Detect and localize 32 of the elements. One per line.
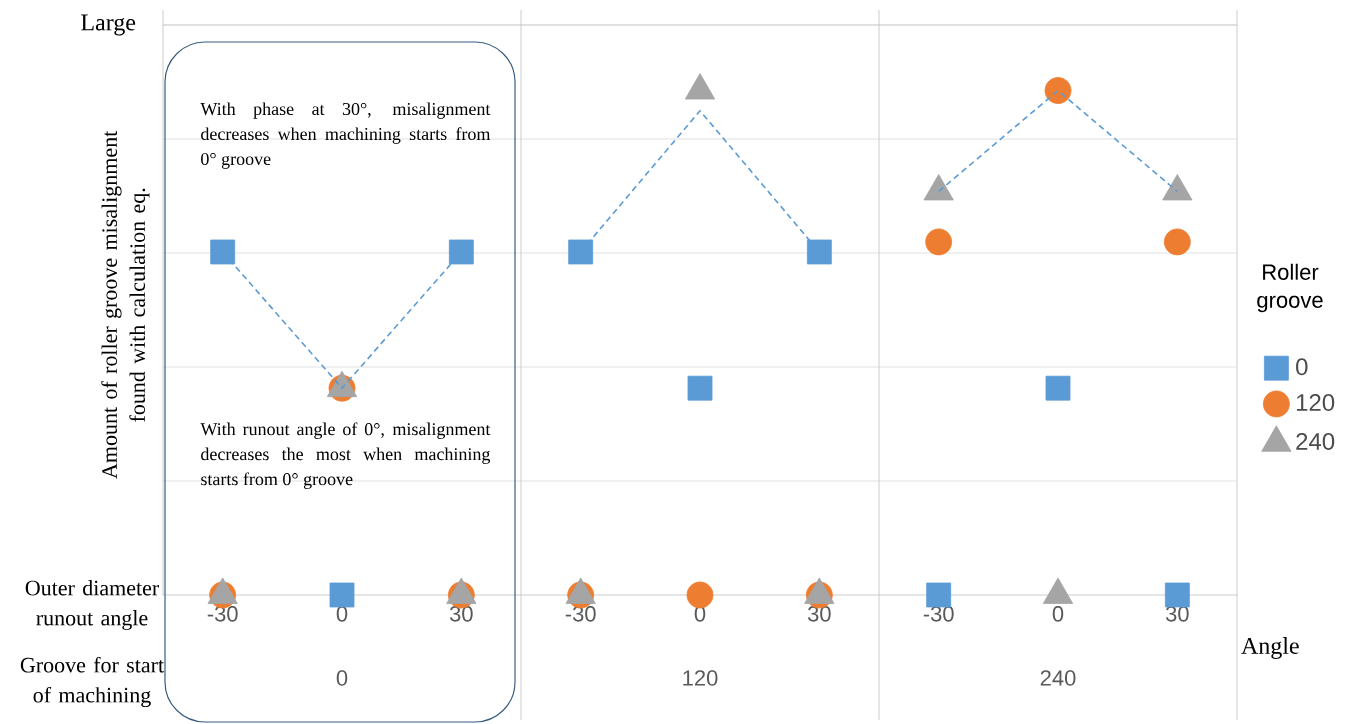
text: 240 xyxy=(1040,670,1076,686)
legend-label: 240 xyxy=(1296,432,1335,450)
point xyxy=(1164,582,1190,608)
legend-label: 0 xyxy=(1296,358,1308,376)
point xyxy=(926,582,952,608)
text: Groove for start of machining xyxy=(20,656,164,708)
point xyxy=(686,581,714,609)
point xyxy=(210,239,236,265)
x-axis-title: Angle xyxy=(1241,637,1299,659)
y-axis-title: Amount of roller groove misalignment found with calculation eq. xyxy=(101,130,150,479)
point xyxy=(448,239,474,265)
text: 120 xyxy=(683,670,718,686)
x-tick-label: 0 xyxy=(1052,606,1064,622)
point xyxy=(568,239,594,265)
point xyxy=(1163,228,1191,256)
point xyxy=(1045,375,1071,401)
text: Outer diameter runout angle xyxy=(25,580,160,630)
x-tick-label: -30 xyxy=(565,606,596,622)
annotation: With runout angle of 0°, misalignment decreases the most when machining starts from 0° groove xyxy=(200,422,491,489)
point xyxy=(329,582,355,608)
point xyxy=(687,375,713,401)
point xyxy=(925,228,953,256)
legend-title: Roller groove xyxy=(1257,263,1323,313)
x-tick-label: 30 xyxy=(449,606,473,622)
text: Large xyxy=(81,14,136,36)
legend-label: 120 xyxy=(1296,394,1335,412)
point xyxy=(806,239,832,265)
point xyxy=(1044,77,1072,104)
x-tick-label: 30 xyxy=(807,606,831,622)
x-tick-label: -30 xyxy=(207,606,238,622)
text: 0 xyxy=(336,670,348,686)
annotation: With phase at 30°, misalignment decreases when machining starts from 0° groove xyxy=(200,102,491,169)
